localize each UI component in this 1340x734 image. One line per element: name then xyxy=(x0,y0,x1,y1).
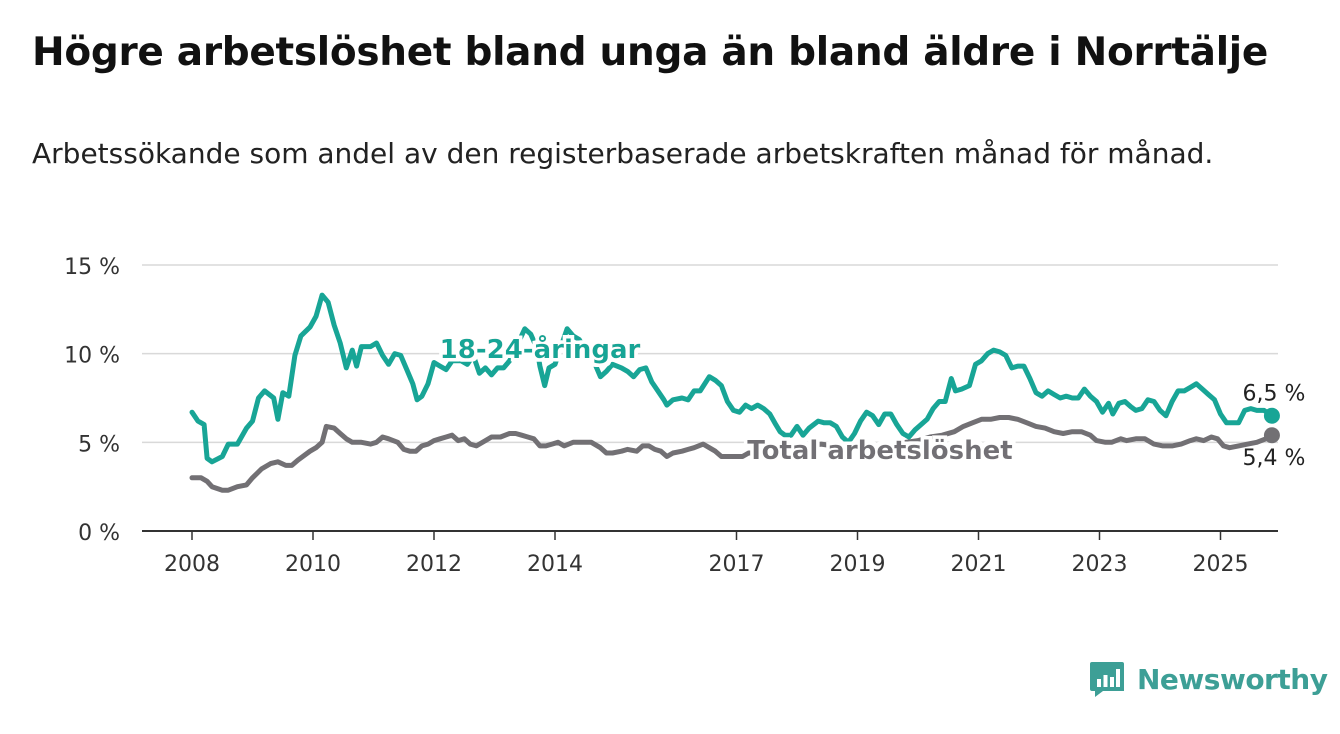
x-tick-label: 2014 xyxy=(527,552,583,577)
x-tick-label: 2021 xyxy=(951,552,1007,577)
series-line xyxy=(189,292,1275,465)
chart-title: Högre arbetslöshet bland unga än bland ä… xyxy=(32,30,1268,75)
y-tick-label: 5 % xyxy=(78,432,120,457)
x-tick-label: 2025 xyxy=(1193,552,1249,577)
bar-chart-logo-icon xyxy=(1090,662,1124,697)
series-lines xyxy=(189,292,1280,493)
chart-subtitle: Arbetssökande som andel av den registerb… xyxy=(32,137,1214,170)
series-line xyxy=(189,415,1275,493)
y-tick-label: 0 % xyxy=(78,521,120,546)
x-tick-label: 2017 xyxy=(709,552,765,577)
x-tick-label: 2010 xyxy=(285,552,341,577)
x-tick-label: 2019 xyxy=(830,552,886,577)
brand-name: Newsworthy xyxy=(1137,662,1328,696)
x-tick-label: 2008 xyxy=(164,552,220,577)
x-axis-ticks: 2008 2010 2012 2014 2017 2019 2021 2023 2025 xyxy=(164,531,1249,577)
series-label: Total arbetslöshet xyxy=(747,436,1012,466)
y-tick-label: 10 % xyxy=(64,344,120,369)
series-label: 18-24-åringar xyxy=(440,333,641,365)
y-axis-tick-labels: 0 % 5 % 10 % 15 % xyxy=(64,255,120,546)
x-tick-label: 2012 xyxy=(406,552,462,577)
x-tick-label: 2023 xyxy=(1072,552,1128,577)
series-labels: 18-24-åringar Total arbetslöshet 6,5 % 5,4 … xyxy=(440,333,1306,471)
newsworthy-logo: Newsworthy xyxy=(1089,660,1328,698)
grid-lines xyxy=(142,264,1278,532)
series-end-dot xyxy=(1263,427,1280,444)
end-value-label: 5,4 % xyxy=(1242,446,1305,471)
end-value-label: 6,5 % xyxy=(1242,382,1305,407)
y-tick-label: 15 % xyxy=(64,255,120,280)
series-end-dot xyxy=(1263,407,1280,424)
